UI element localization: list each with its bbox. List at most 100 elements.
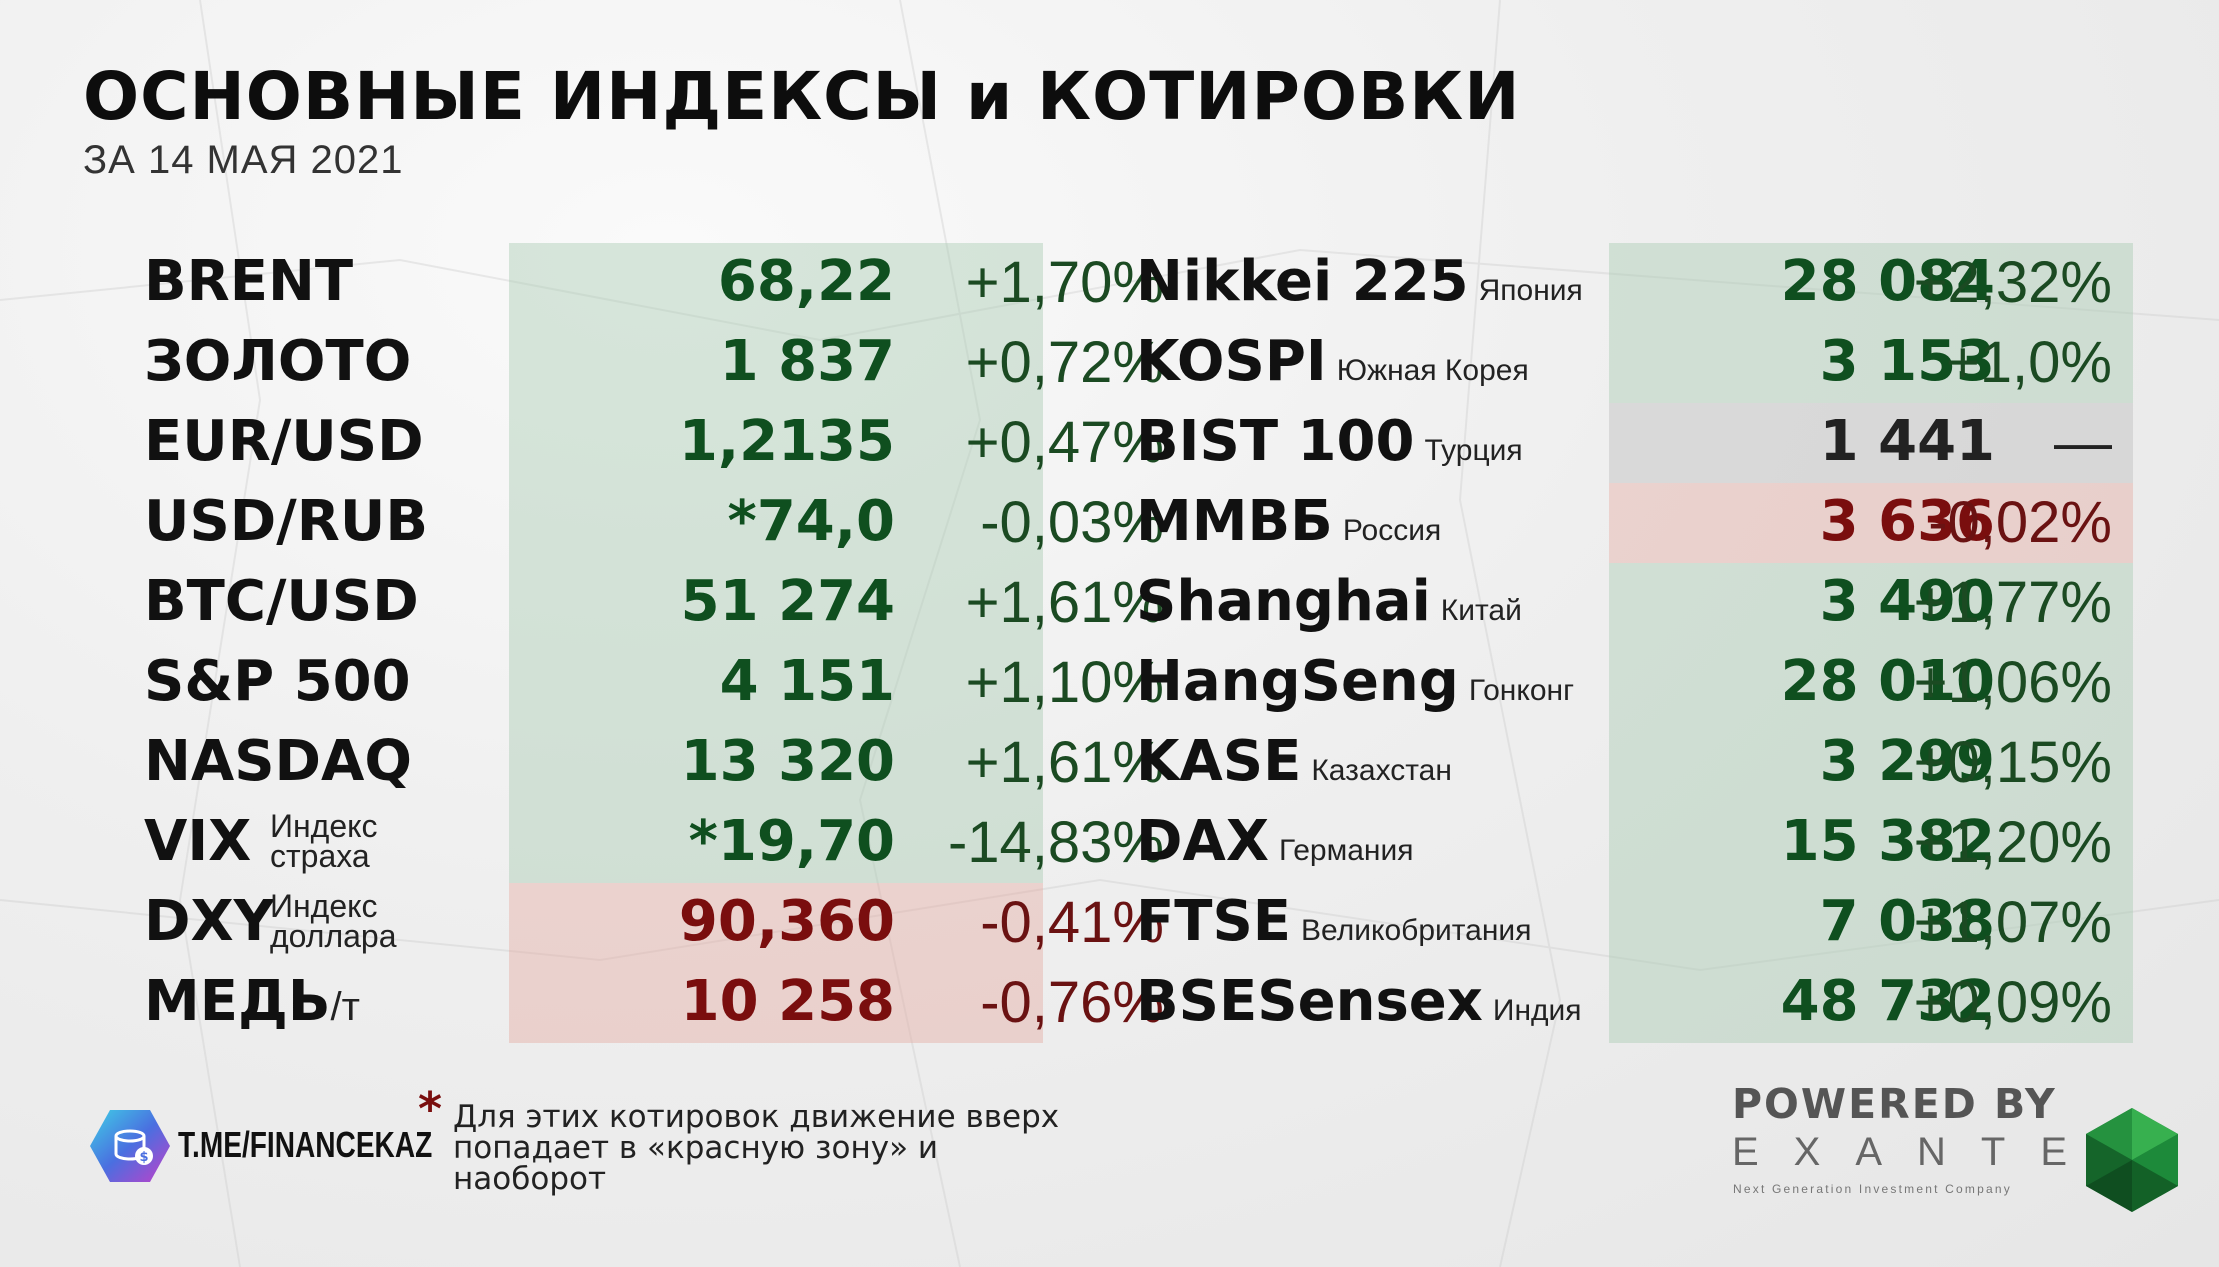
index-change: +1,0% <box>1945 330 2112 395</box>
index-name: KOSPI Южная Корея <box>1136 329 1529 394</box>
zone-background <box>509 643 1043 723</box>
quote-value: 10 258 <box>680 969 895 1034</box>
index-name-text: KOSPI <box>1136 329 1327 394</box>
exante-brand: EXANTE <box>1732 1130 2103 1174</box>
index-country: Гонконг <box>1468 674 1575 707</box>
asset-name-text: МЕДЬ <box>144 969 331 1034</box>
index-value: 28 084 <box>1780 249 1995 314</box>
index-country: Великобритания <box>1301 914 1532 947</box>
asset-name: ЗОЛОТО <box>144 329 411 394</box>
asset-name-text: BRENT <box>144 249 354 314</box>
quote-change: +1,61% <box>965 730 1164 795</box>
index-country: Китай <box>1440 594 1522 627</box>
index-value: 3 490 <box>1819 569 1995 634</box>
index-name-text: BSESensex <box>1136 969 1483 1034</box>
zone-background <box>509 483 1043 563</box>
index-name-text: Nikkei 225 <box>1136 249 1469 314</box>
quote-change: -0,41% <box>980 890 1164 955</box>
asset-name: МЕДЬ/т <box>144 969 360 1034</box>
index-country: Япония <box>1478 274 1583 307</box>
index-name-text: BIST 100 <box>1136 409 1415 474</box>
asset-name: EUR/USD <box>144 409 424 474</box>
asset-name: BTC/USD <box>144 569 419 634</box>
quote-value: 4 151 <box>719 649 895 714</box>
asset-name: S&P 500 <box>144 649 411 714</box>
asset-name-text: EUR/USD <box>144 409 424 474</box>
index-value: 3 636 <box>1819 489 1995 554</box>
index-name: BSESensex Индия <box>1136 969 1582 1034</box>
channel-link[interactable]: T.ME/FINANCEKAZ <box>178 1124 433 1165</box>
quote-value: 1 837 <box>719 329 895 394</box>
quote-change: +1,61% <box>965 570 1164 635</box>
zone-background <box>1609 723 2133 803</box>
quote-value: *19,70 <box>688 809 895 874</box>
zone-background <box>509 803 1043 883</box>
index-change: +2,32% <box>1913 250 2112 315</box>
quote-change: +0,47% <box>965 410 1164 475</box>
index-name-text: ММВБ <box>1136 489 1333 554</box>
index-change: +1,77% <box>1913 570 2112 635</box>
asset-name-text: NASDAQ <box>144 729 412 794</box>
index-name-text: FTSE <box>1136 889 1292 954</box>
exante-tagline: Next Generation Investment Company <box>1733 1182 2012 1196</box>
quote-value: 13 320 <box>680 729 895 794</box>
index-name: KASE Казахстан <box>1136 729 1452 794</box>
zone-background <box>1609 563 2133 643</box>
asset-name: NASDAQ <box>144 729 412 794</box>
quote-change: +1,70% <box>965 250 1164 315</box>
index-country: Германия <box>1279 834 1414 867</box>
zone-background <box>1609 243 2133 323</box>
index-name-text: HangSeng <box>1136 649 1459 714</box>
index-change: +1,07% <box>1913 890 2112 955</box>
asset-name-text: ЗОЛОТО <box>144 329 412 394</box>
zone-background <box>509 883 1043 963</box>
index-country: Казахстан <box>1311 754 1452 787</box>
index-country: Россия <box>1342 514 1442 547</box>
index-country: Южная Корея <box>1336 354 1529 387</box>
index-name-text: KASE <box>1136 729 1302 794</box>
powered-by-label: POWERED BY <box>1732 1080 2057 1128</box>
zone-background <box>1609 963 2133 1043</box>
svg-text:$: $ <box>139 1150 148 1165</box>
quote-change: -0,76% <box>980 970 1164 1035</box>
index-value: 3 153 <box>1819 329 1995 394</box>
index-country: Индия <box>1492 994 1582 1027</box>
zone-background <box>1609 323 2133 403</box>
index-change: — <box>2054 410 2112 475</box>
index-value: 28 010 <box>1780 649 1995 714</box>
zone-background <box>1609 883 2133 963</box>
index-change: +1,20% <box>1913 810 2112 875</box>
quote-value: 1,2135 <box>678 409 895 474</box>
index-country: Турция <box>1424 434 1523 467</box>
zone-background <box>509 963 1043 1043</box>
zone-background <box>509 563 1043 643</box>
index-value: 1 441 <box>1819 409 1995 474</box>
quote-change: +0,72% <box>965 330 1164 395</box>
footnote-star: * <box>418 1082 443 1136</box>
asset-name: USD/RUB <box>144 489 428 554</box>
exante-gem-icon <box>2086 1108 2178 1212</box>
index-name: Nikkei 225 Япония <box>1136 249 1583 314</box>
index-change: -0,02% <box>1928 490 2112 555</box>
quote-value: *74,0 <box>727 489 895 554</box>
zone-background <box>1609 483 2133 563</box>
zone-background <box>509 243 1043 323</box>
index-change: +1,06% <box>1913 650 2112 715</box>
zone-background <box>509 323 1043 403</box>
quote-change: -14,83% <box>947 810 1164 875</box>
index-name: HangSeng Гонконг <box>1136 649 1574 714</box>
index-name: FTSE Великобритания <box>1136 889 1531 954</box>
index-name-text: Shanghai <box>1136 569 1431 634</box>
channel-logo-icon: $ <box>90 1110 170 1182</box>
asset-name-text: USD/RUB <box>144 489 429 554</box>
page-title: ОСНОВНЫЕ ИНДЕКСЫ и КОТИРОВКИ <box>83 58 1521 135</box>
index-value: 48 732 <box>1780 969 1995 1034</box>
zone-background <box>509 403 1043 483</box>
asset-unit: /т <box>330 985 360 1029</box>
asset-name-text: DXY <box>144 889 275 954</box>
quote-value: 51 274 <box>680 569 895 634</box>
asset-name-text: S&P 500 <box>144 649 411 714</box>
asset-name: VIX <box>144 809 251 874</box>
index-value: 7 038 <box>1819 889 1995 954</box>
index-name: BIST 100 Турция <box>1136 409 1523 474</box>
